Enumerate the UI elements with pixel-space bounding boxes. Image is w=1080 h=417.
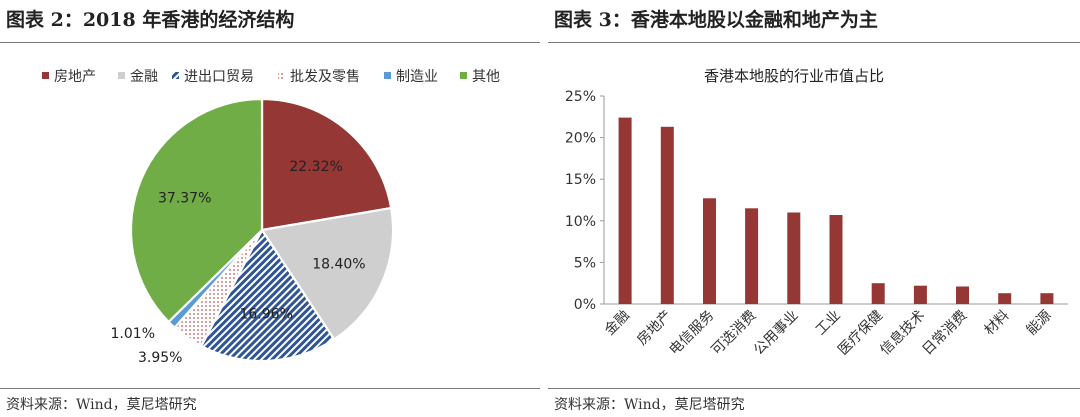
x-tick-label: 房地产 (634, 308, 675, 349)
legend-swatch (42, 72, 49, 79)
legend-item-1: 金融 (118, 69, 158, 85)
right-top-rule (548, 42, 1080, 43)
pie-slice-5 (129, 97, 264, 324)
legend-item-0: 房地产 (42, 69, 96, 85)
pie-chart: 房地产 金融 进出口贸易 批发及零售 制造业 其他 22.32% 18.40% 16.96% 3.… (42, 69, 500, 366)
bar-2 (703, 198, 716, 304)
x-tick-label: 信息技术 (877, 307, 929, 359)
pie-slice-1 (260, 206, 395, 341)
legend-swatch (278, 72, 285, 79)
legend-item-4: 制造业 (384, 69, 438, 85)
pie-data-label-2: 16.96% (240, 307, 293, 323)
y-tick-label: 5% (574, 255, 596, 271)
left-source-note: 资料来源：Wind，莫尼塔研究 (6, 397, 197, 413)
left-top-rule (0, 42, 540, 43)
bar-0 (618, 117, 632, 304)
y-tick-label: 20% (565, 131, 596, 147)
legend-label: 其他 (472, 69, 500, 85)
pie-data-label-0: 22.32% (289, 159, 342, 175)
y-tick-label: 0% (574, 297, 596, 313)
legend-swatch (460, 72, 467, 79)
pie-slice-2 (199, 227, 336, 363)
pie-data-label-5: 37.37% (158, 191, 211, 207)
bar-5 (829, 215, 843, 304)
legend-swatch (118, 72, 125, 79)
bar-10 (1040, 293, 1054, 304)
legend-item-2: 进出口贸易 (172, 69, 254, 85)
legend-label: 制造业 (396, 69, 438, 85)
legend-swatch (172, 72, 179, 79)
legend-item-3: 批发及零售 (278, 69, 360, 85)
right-source-note: 资料来源：Wind，莫尼塔研究 (554, 397, 745, 413)
legend-label: 批发及零售 (290, 69, 360, 85)
x-tick-label: 工业 (813, 308, 844, 339)
bar-4 (787, 212, 801, 304)
pie-data-label-4: 1.01% (111, 326, 155, 342)
x-tick-label: 可选消费 (709, 308, 760, 359)
x-tick-label: 公用事业 (751, 308, 802, 359)
right-figure-panel: 图表 3：香港本地股以金融和地产为主 香港本地股的行业市值占比 0% 5% 10% 15… (548, 0, 1080, 417)
right-bottom-rule (548, 388, 1080, 389)
y-tick-label: 15% (565, 172, 596, 188)
bar-1 (660, 126, 674, 304)
legend-label: 房地产 (54, 69, 96, 85)
x-tick-label: 医疗保健 (835, 308, 886, 359)
x-tick-label: 金融 (602, 308, 633, 339)
left-bottom-rule (0, 388, 540, 389)
bar-chart-title: 香港本地股的行业市值占比 (704, 67, 884, 85)
pie-slice-0 (260, 97, 393, 232)
bar-8 (956, 286, 969, 304)
pie-data-label-1: 18.40% (312, 256, 365, 272)
x-tick-label: 电信服务 (666, 308, 717, 359)
legend-label: 金融 (130, 69, 158, 85)
bar-chart: 香港本地股的行业市值占比 0% 5% 10% 15% 20% 25% 金融 房地产电信服务可选消… (565, 67, 1068, 359)
legend-item-5: 其他 (460, 69, 500, 85)
bar-7 (913, 285, 927, 304)
left-figure-panel: 图表 2：2018 年香港的经济结构 房地产 金融 进出口贸易 批发及零售 制造业 其他 2… (0, 9, 540, 413)
legend-swatch (384, 72, 391, 79)
bar-9 (998, 293, 1012, 304)
x-tick-label: 材料 (981, 308, 1012, 339)
legend-label: 进出口贸易 (184, 69, 254, 85)
x-tick-label: 能源 (1024, 308, 1055, 339)
y-tick-label: 10% (565, 214, 596, 230)
right-figure-title: 图表 3：香港本地股以金融和地产为主 (554, 9, 878, 31)
x-tick-label: 日常消费 (919, 308, 970, 359)
left-figure-title: 图表 2：2018 年香港的经济结构 (6, 9, 295, 31)
bar-6 (871, 283, 885, 304)
bar-3 (745, 208, 759, 304)
pie-data-label-3: 3.95% (138, 350, 182, 366)
y-tick-label: 25% (565, 89, 596, 105)
